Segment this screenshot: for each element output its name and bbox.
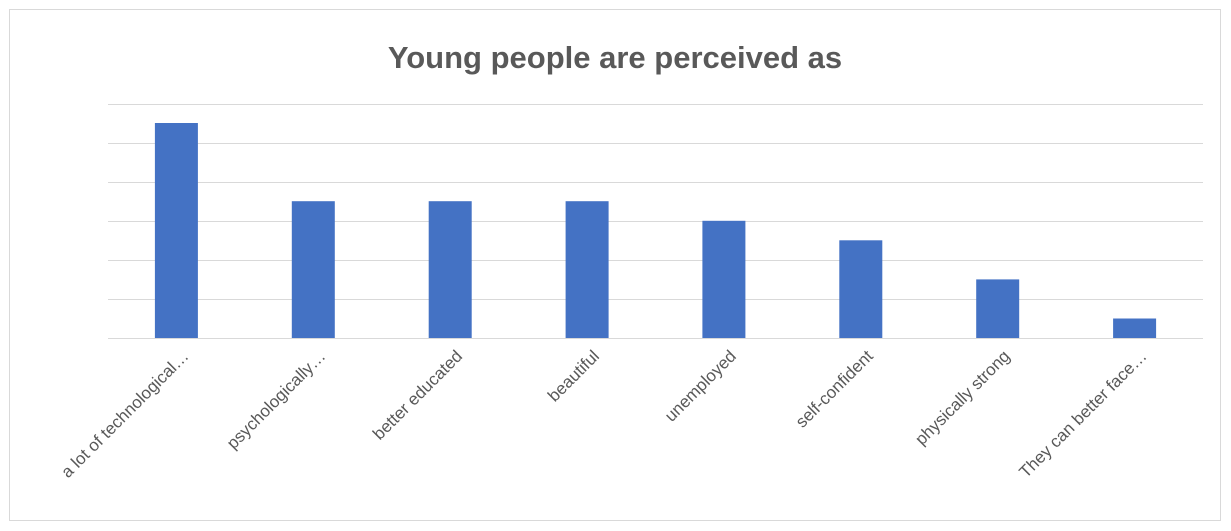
chart-area: Young people are perceived as [9,9,1221,521]
bar [1113,318,1157,338]
x-tick-label: They can better face… [1016,347,1151,482]
bar [565,201,609,338]
bars [154,123,1157,339]
x-tick-label: unemployed [661,347,740,426]
x-tick-label: a lot of technological… [57,347,192,482]
bar [291,201,335,338]
x-tick-labels: a lot of technological… psychologically… b… [57,346,1150,481]
chart-title: Young people are perceived as [387,40,843,75]
bar [154,123,198,338]
x-tick-label: psychologically… [223,347,329,453]
bar [428,201,472,338]
bar [702,220,746,339]
x-tick-label: better educated [369,347,466,444]
bar [976,279,1020,338]
x-tick-label: self-confident [792,346,877,431]
gridlines [108,104,1203,300]
x-tick-label: physically strong [911,347,1013,449]
bar [839,240,883,338]
x-tick-label: beautiful [544,347,603,406]
